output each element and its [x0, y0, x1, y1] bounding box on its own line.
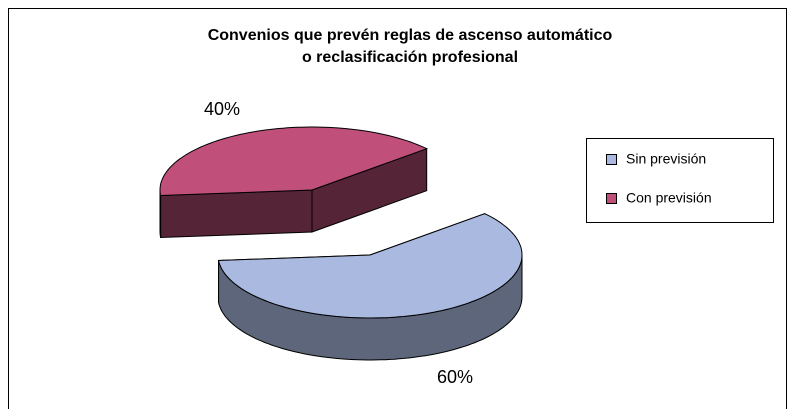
slice-cut-face: [160, 189, 313, 239]
chart-title: o reclasificación profesional: [302, 49, 518, 66]
legend-label: Con previsión: [626, 190, 712, 206]
pie-slice: [159, 126, 429, 239]
slice-top: [159, 126, 429, 197]
pie-slice: [217, 212, 523, 361]
slice-side: [159, 189, 162, 238]
data-label: 60%: [437, 367, 473, 387]
chart-border: [8, 8, 787, 409]
legend-label: Sin previsión: [626, 151, 706, 167]
data-label: 40%: [204, 99, 240, 119]
chart-title: Convenios que prevén reglas de ascenso a…: [208, 27, 613, 44]
legend-swatch: [606, 154, 617, 165]
legend-swatch: [606, 193, 617, 204]
slice-top: [217, 213, 523, 319]
legend-box: [586, 138, 774, 223]
